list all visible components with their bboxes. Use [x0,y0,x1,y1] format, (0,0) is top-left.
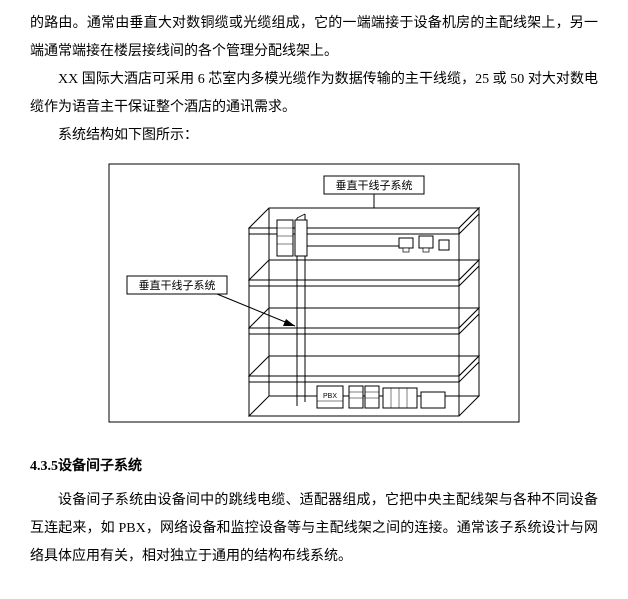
pointer-label-text: 垂直干线子系统 [139,278,216,292]
text: XX 国际大酒店可采用 6 芯室内多模光缆作为数据传输的主干线缆，25 或 50… [30,72,598,115]
paragraph-3: 系统结构如下图所示： [30,122,598,150]
building-diagram: 垂直干线子系统 [99,158,529,428]
diagram-figure: 垂直干线子系统 [30,158,598,439]
paragraph-1: 的路由。通常由垂直大对数铜缆或光缆组成，它的一端端接于设备机房的主配线架上，另一… [30,10,598,66]
section-heading: 4.3.5设备间子系统 [30,453,598,481]
paragraph-2: XX 国际大酒店可采用 6 芯室内多模光缆作为数据传输的主干线缆，25 或 50… [30,66,598,122]
heading-text: 4.3.5设备间子系统 [30,459,142,474]
top-label-text: 垂直干线子系统 [336,178,413,192]
pbx-label: PBX [323,393,337,400]
text: 系统结构如下图所示： [58,128,198,143]
text: 的路由。通常由垂直大对数铜缆或光缆组成，它的一端端接于设备机房的主配线架上，另一… [30,16,598,59]
paragraph-4: 设备间子系统由设备间中的跳线电缆、适配器组成，它把中央主配线架与各种不同设备互连… [30,487,598,571]
text: 设备间子系统由设备间中的跳线电缆、适配器组成，它把中央主配线架与各种不同设备互连… [30,493,598,564]
